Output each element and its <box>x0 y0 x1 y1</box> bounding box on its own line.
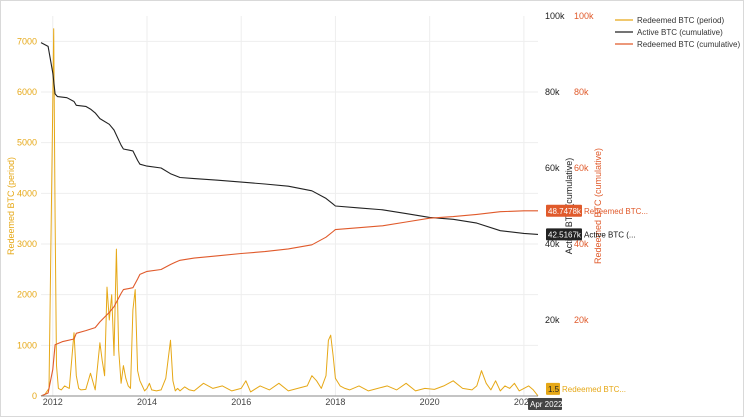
y-left-tick-label: 1000 <box>17 340 37 350</box>
hover-x-box <box>528 398 562 410</box>
legend-entry-label: Redeemed BTC (period) <box>637 16 724 25</box>
y-right-redeemed-axis-title: Redeemed BTC (cumulative) <box>593 148 603 264</box>
hover-active-cumulative-box <box>546 228 582 241</box>
y-right-active-tick-label: 100k <box>545 11 565 21</box>
y-right-redeemed-tick-label: 80k <box>574 87 589 97</box>
hover-period-value: 1.5 <box>548 385 560 394</box>
y-right-redeemed-tick-label: 20k <box>574 315 589 325</box>
x-tick-label: 2014 <box>137 397 157 407</box>
hover-active-cumulative-series: Active BTC (... <box>584 230 636 239</box>
x-tick-label: 2022 <box>514 397 534 407</box>
hover-redeemed-cumulative-box <box>546 204 582 217</box>
hover-redeemed-cumulative-series: Redeemed BTC... <box>584 207 648 216</box>
y-right-active-tick-label: 40k <box>545 239 560 249</box>
x-tick-label: 2020 <box>420 397 440 407</box>
y-right-redeemed-tick-label: 40k <box>574 239 589 249</box>
series-layer <box>40 28 539 397</box>
y-left-tick-label: 4000 <box>17 188 37 198</box>
hover-x-label: Apr 2022 <box>530 400 563 409</box>
y-right-active-tick-label: 20k <box>545 315 560 325</box>
y-right-active-tick-label: 80k <box>545 87 560 97</box>
hover-active-cumulative-value: 42.5167k <box>548 230 582 239</box>
y-left-axis-title: Redeemed BTC (period) <box>6 157 16 255</box>
x-tick-label: 2012 <box>43 397 63 407</box>
series-line-0[interactable] <box>40 28 539 397</box>
y-right-redeemed-tick-label: 60k <box>574 163 589 173</box>
legend-entry-label: Active BTC (cumulative) <box>637 28 723 37</box>
y-left-tick-label: 0 <box>32 391 37 401</box>
hover-period-box <box>546 382 560 395</box>
y-left-tick-label: 3000 <box>17 239 37 249</box>
y-left-tick-label: 7000 <box>17 36 37 46</box>
series-line-1[interactable] <box>40 42 539 235</box>
series-line-2[interactable] <box>40 210 538 397</box>
y-left-tick-label: 6000 <box>17 87 37 97</box>
x-tick-label: 2018 <box>325 397 345 407</box>
y-left-tick-label: 5000 <box>17 138 37 148</box>
y-right-redeemed-tick-label: 100k <box>574 11 594 21</box>
legend-entry-label: Redeemed BTC (cumulative) <box>637 40 740 49</box>
x-tick-label: 2016 <box>231 397 251 407</box>
hover-redeemed-cumulative-value: 48.7478k <box>548 207 582 216</box>
grid <box>41 16 538 397</box>
y-right-active-tick-label: 60k <box>545 163 560 173</box>
hover-labels: 48.7478k Redeemed BTC...42.5167k Active BT… <box>528 204 648 410</box>
y-left-tick-label: 2000 <box>17 290 37 300</box>
hover-period-series: Redeemed BTC... <box>562 385 626 394</box>
legend[interactable]: Redeemed BTC (period) Active BTC (cumulat… <box>615 16 740 49</box>
plot-area <box>41 16 538 396</box>
